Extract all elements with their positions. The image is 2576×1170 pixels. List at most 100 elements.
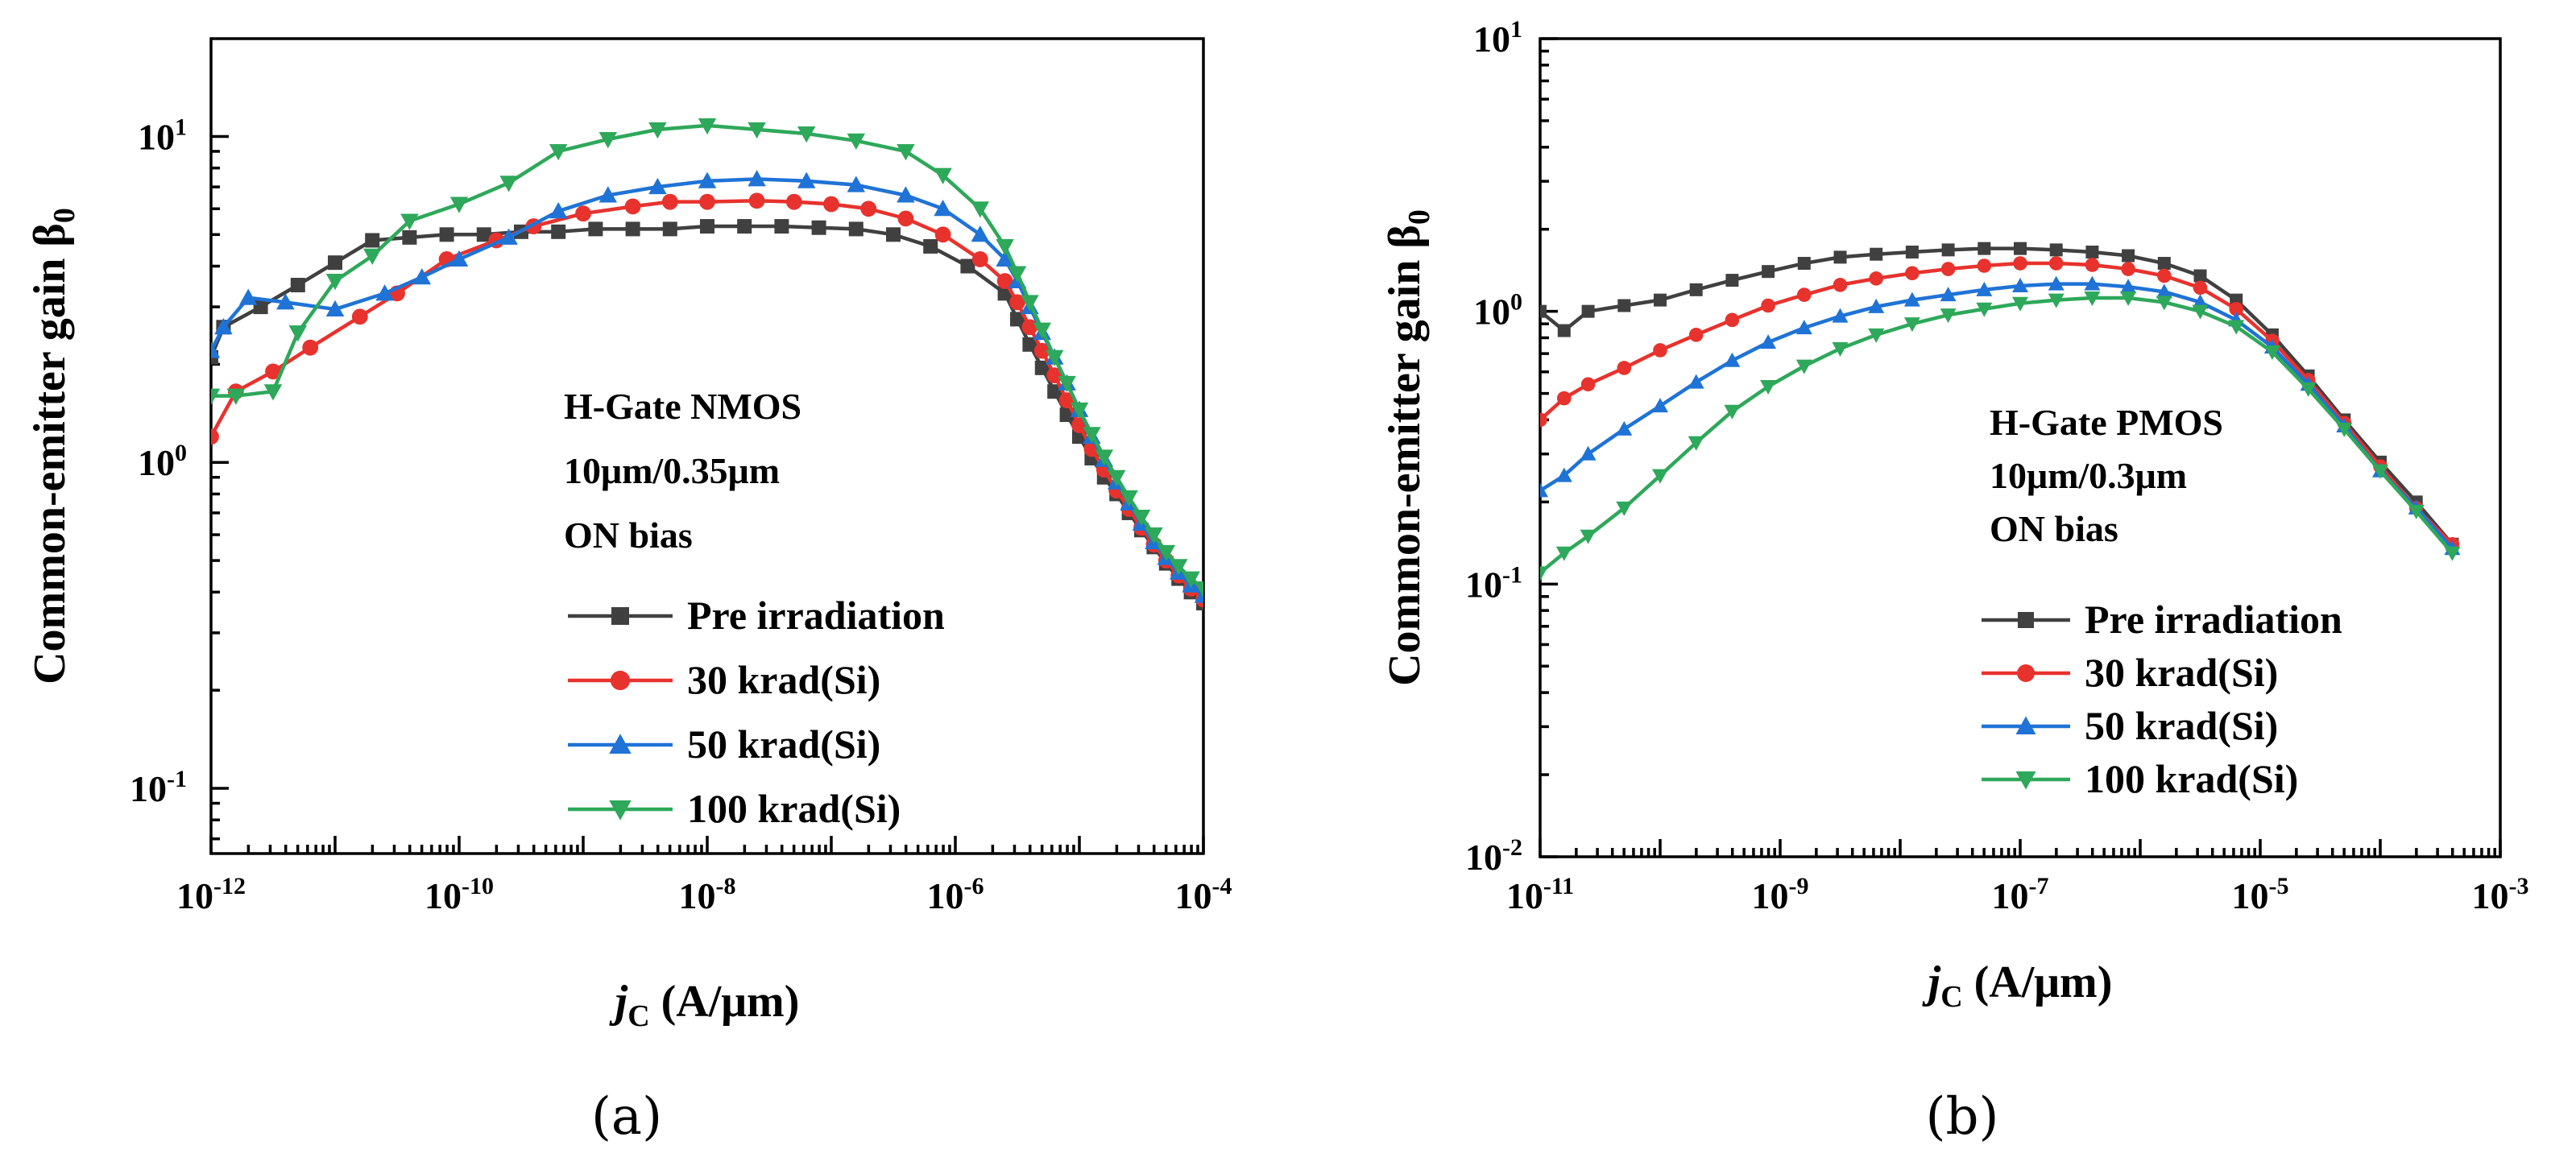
- legend-marker-0: [2018, 612, 2034, 628]
- data-point-s3-24: [2372, 464, 2388, 479]
- data-point-s3-19: [2192, 304, 2209, 320]
- data-point-s3-21: [1021, 295, 1039, 312]
- x-tick-label-2-base: 10: [1992, 875, 2029, 916]
- data-point-s0-5: [1689, 283, 1703, 296]
- data-point-s2-9: [549, 201, 568, 219]
- data-point-s2-10: [598, 186, 618, 203]
- data-point-s0-24: [1022, 337, 1037, 352]
- x-tick-label-3-exp: -5: [2269, 873, 2289, 899]
- data-point-s3-13: [1976, 302, 1993, 317]
- data-point-s1-0: [1540, 412, 1547, 428]
- data-point-s1-24: [1046, 367, 1063, 383]
- x-tick-label-1: 10-9: [1752, 873, 1809, 916]
- data-point-s2-4: [325, 300, 345, 317]
- legend-label-3: 100 krad(Si): [2085, 756, 2298, 801]
- legend-label-3: 100 krad(Si): [687, 786, 901, 831]
- data-point-s3-10: [598, 131, 618, 149]
- data-point-s3-0: [211, 388, 221, 405]
- data-point-s1-20: [2229, 301, 2243, 316]
- data-point-s1-12: [1940, 262, 1956, 276]
- x-tick-label-4-base: 10: [1175, 875, 1212, 916]
- x-tick-label-4-exp: -4: [1212, 873, 1232, 899]
- data-point-s2-14: [2012, 278, 2028, 293]
- y-tick-label-1: 10-1: [1465, 561, 1522, 605]
- data-point-s1-19: [2193, 280, 2208, 296]
- y-tick-label-2-exp: 1: [175, 114, 187, 140]
- x-axis-title-main: j: [609, 977, 628, 1027]
- x-tick-label-3-base: 10: [2232, 875, 2269, 916]
- data-point-s3-18: [971, 201, 990, 218]
- data-point-s3-13: [748, 122, 766, 139]
- data-point-s0-6: [402, 229, 417, 245]
- data-point-s1-9: [575, 205, 591, 222]
- data-point-s2-13: [748, 170, 766, 187]
- y-tick-label-0-exp: -1: [167, 766, 187, 792]
- y-tick-label-3: 101: [1473, 16, 1522, 60]
- data-point-s2-6: [412, 267, 432, 285]
- y-tick-label-1-base: 10: [1465, 564, 1502, 605]
- data-point-s3-9: [1832, 341, 1849, 357]
- x-tick-label-0-base: 10: [176, 875, 213, 916]
- data-point-s3-25: [1070, 402, 1089, 420]
- data-point-s3-8: [1795, 359, 1812, 374]
- x-tick-label-2: 10-7: [1992, 873, 2049, 916]
- x-tick-label-0-base: 10: [1506, 875, 1543, 916]
- data-point-s3-17: [2120, 291, 2137, 306]
- data-point-s3-4: [1652, 469, 1668, 484]
- data-point-s2-12: [1940, 287, 1957, 302]
- data-point-s2-2: [1580, 445, 1597, 461]
- legend-label-2: 50 krad(Si): [687, 721, 880, 767]
- data-point-s3-26: [2444, 546, 2461, 561]
- y-tick-label-3-base: 10: [1473, 19, 1510, 60]
- data-point-s1-19: [971, 251, 988, 267]
- data-point-s0-7: [439, 227, 454, 242]
- data-point-s3-31: [1145, 527, 1163, 544]
- data-point-s0-3: [1617, 299, 1631, 312]
- x-tick-label-2: 10-8: [679, 873, 736, 916]
- panel-a-label: (a): [591, 1087, 662, 1147]
- data-point-s3-3: [288, 325, 308, 342]
- data-point-s0-7: [1762, 265, 1775, 279]
- data-point-s3-5: [1688, 436, 1704, 451]
- data-point-s1-8: [1797, 287, 1812, 302]
- data-point-s2-16: [897, 186, 915, 203]
- data-point-s0-19: [2193, 269, 2207, 283]
- data-point-s2-18: [971, 225, 990, 242]
- data-point-s1-16: [860, 201, 877, 217]
- data-point-s1-3: [1617, 361, 1632, 375]
- y-tick-label-0-exp: -2: [1502, 834, 1522, 861]
- data-point-s1-13: [1977, 258, 1992, 273]
- legend-marker-1: [610, 670, 631, 691]
- legend-label-0: Pre irradiation: [2085, 597, 2342, 642]
- data-point-s3-22: [2300, 382, 2317, 397]
- data-point-s3-2: [263, 384, 283, 401]
- x-tick-label-1-exp: -9: [1789, 873, 1809, 899]
- data-point-s3-26: [1083, 427, 1101, 444]
- data-point-s0-21: [960, 258, 975, 274]
- data-point-s3-6: [1724, 404, 1741, 420]
- y-axis-title-main: Common-emitter gain β: [1380, 225, 1430, 686]
- x-tick-label-1-exp: -10: [462, 873, 494, 899]
- data-point-s2-16: [2084, 275, 2101, 291]
- data-point-s3-20: [2228, 320, 2245, 335]
- data-point-s1-20: [996, 273, 1013, 289]
- data-point-s2-8: [499, 228, 518, 245]
- data-point-s1-0: [211, 428, 219, 445]
- data-point-s2-6: [1724, 352, 1741, 367]
- y-tick-label-2-base: 10: [138, 116, 175, 157]
- data-point-s1-7: [1761, 298, 1775, 313]
- x-axis-title: jC (A/μm): [1922, 957, 2113, 1014]
- data-point-s0-18: [848, 221, 863, 237]
- data-point-s2-17: [934, 199, 952, 217]
- data-point-s3-24: [1058, 375, 1076, 393]
- y-axis-title: Common-emitter gain β0: [1380, 209, 1436, 686]
- data-point-s3-8: [499, 176, 518, 192]
- data-point-s2-11: [648, 177, 667, 195]
- y-tick-label-2: 101: [138, 114, 187, 157]
- data-point-s0-12: [625, 221, 640, 237]
- y-axis-title-main: Common-emitter gain β: [25, 223, 75, 684]
- data-point-s1-18: [934, 226, 951, 243]
- y-tick-label-0-base: 10: [130, 768, 167, 809]
- data-point-s1-17: [2121, 262, 2135, 276]
- y-tick-label-1-exp: 0: [175, 440, 187, 466]
